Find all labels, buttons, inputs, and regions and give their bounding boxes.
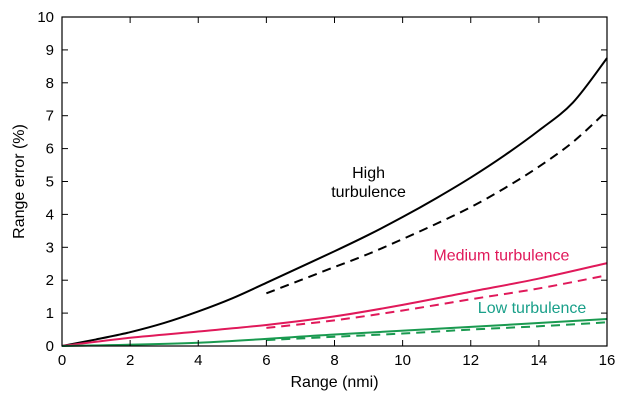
x-tick-label: 0 (58, 352, 66, 369)
annotation-label: Low turbulence (478, 300, 587, 317)
y-tick-label: 2 (46, 272, 54, 289)
annotation-line: Medium turbulence (433, 247, 569, 264)
y-axis-label: Range error (%) (11, 124, 28, 239)
x-axis-label: Range (nmi) (290, 374, 378, 391)
y-tick-label: 3 (46, 239, 54, 256)
medium-turbulence-dashed-line (266, 274, 608, 329)
x-tick-label: 4 (194, 352, 202, 369)
y-tick-label: 6 (46, 141, 54, 158)
annotation-line: High (352, 165, 385, 182)
x-tick-label: 16 (599, 352, 616, 369)
high-turbulence-dashed-line (266, 110, 608, 295)
y-tick-label: 8 (46, 75, 54, 92)
y-tick-label: 0 (46, 338, 54, 355)
annotations: High turbulence Medium turbulence Low turbu… (331, 165, 586, 317)
low-turbulence-solid-line (61, 318, 608, 347)
x-tick-label: 14 (531, 352, 548, 369)
y-tick-label: 1 (46, 305, 54, 322)
plot-frame (61, 16, 608, 347)
low-turbulence-dashed-line (266, 321, 608, 342)
y-tick-label: 9 (46, 42, 54, 59)
annotation-line: turbulence (331, 184, 406, 201)
x-tick-label: 6 (262, 352, 270, 369)
x-tick-label: 8 (330, 352, 338, 369)
high-turbulence-solid-line (61, 57, 608, 347)
x-tick-label: 2 (126, 352, 134, 369)
medium-turbulence-solid-line (61, 262, 608, 347)
x-tick-label: 12 (462, 352, 479, 369)
annotation-line: Low turbulence (478, 300, 587, 317)
y-tick-label: 7 (46, 108, 54, 125)
annotation-label: High turbulence (331, 165, 406, 201)
x-tick-label: 10 (394, 352, 411, 369)
y-tick-label: 10 (37, 9, 54, 26)
series-layer (61, 57, 608, 347)
annotation-label: Medium turbulence (433, 247, 569, 264)
y-tick-label: 5 (46, 174, 54, 191)
y-tick-label: 4 (46, 206, 54, 223)
